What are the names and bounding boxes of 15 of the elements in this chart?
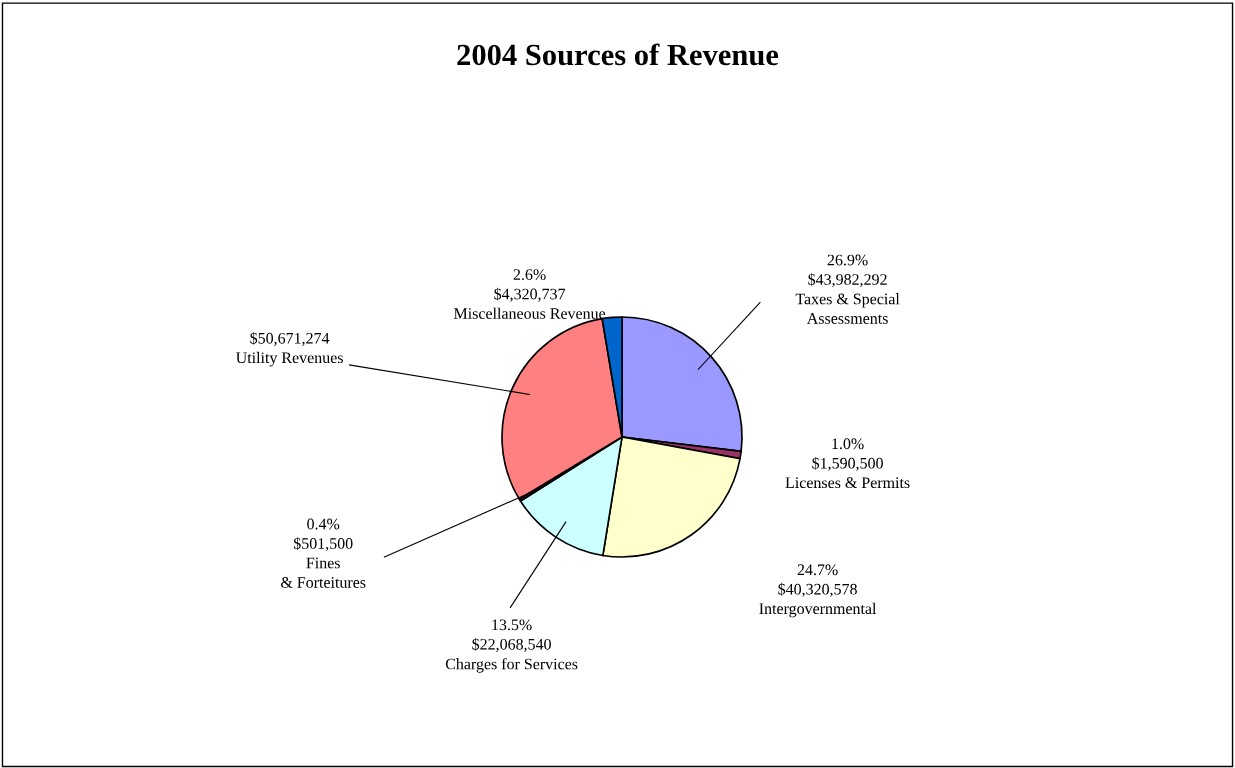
slice-label: Charges for Services (445, 657, 578, 673)
data-label: 1.0% $1,590,500 (812, 438, 883, 471)
slice-label: Intergovernmental (759, 602, 877, 618)
slice-label: Miscellaneous Revenue (453, 307, 606, 319)
chart-title: 2004 Sources of Revenue (457, 43, 779, 66)
data-label: 0.4% $501,500 (293, 518, 353, 552)
data-label: 26.9% $43,982,292 (808, 254, 887, 288)
data-label: $50,671,274 (250, 331, 330, 346)
slice-label: Fines & Forteitures (281, 557, 366, 588)
slice-label: Taxes & Special Assessments (795, 293, 900, 324)
data-label: 13.5% $22,068,540 (472, 619, 551, 652)
data-label: 2.6% $4,320,737 (494, 269, 566, 302)
data-label: 24.7% $40,320,578 (778, 564, 857, 597)
slice-label: Licenses & Permits (785, 477, 910, 489)
slice-label: Utility Revenues (236, 351, 343, 367)
